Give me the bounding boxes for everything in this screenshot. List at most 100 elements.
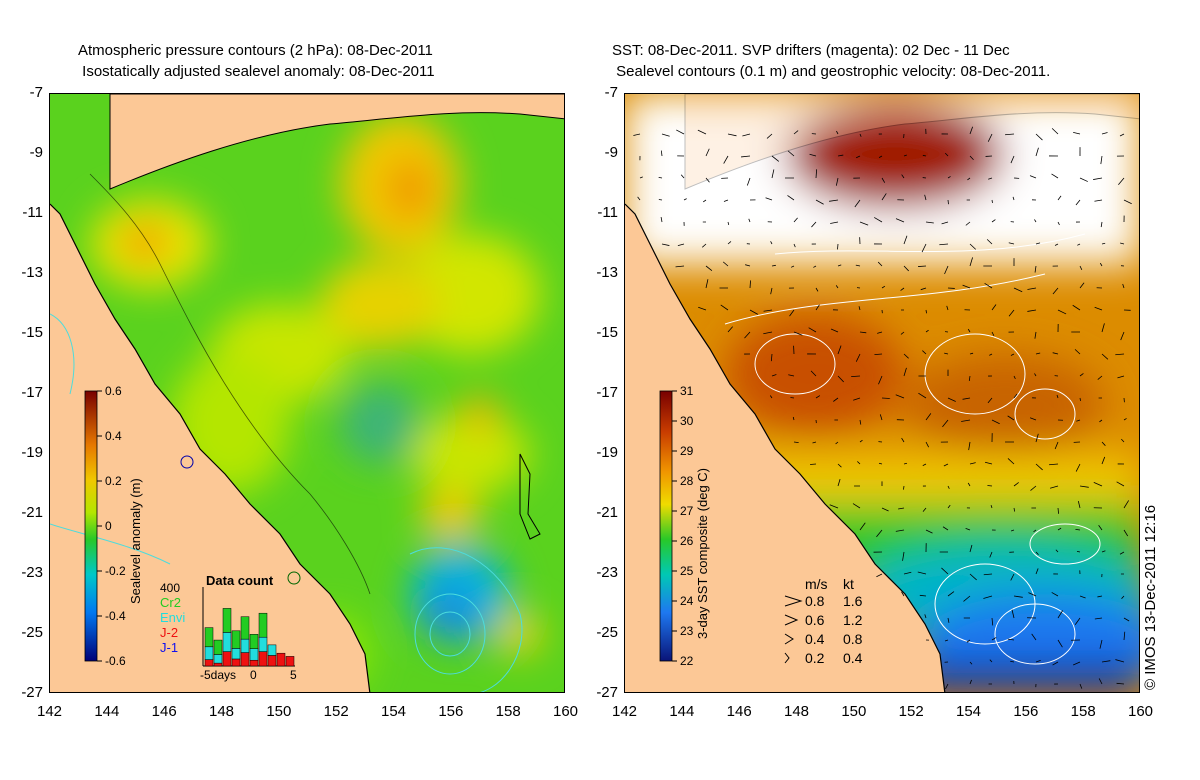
velocity-arrow — [1079, 683, 1083, 689]
velocity-arrow — [921, 243, 927, 253]
velocity-arrow — [989, 353, 993, 356]
sst-colorbar-tick: 27 — [680, 504, 694, 518]
velocity-arrow — [771, 374, 777, 377]
island-outline — [519, 453, 541, 540]
velocity-arrow — [969, 352, 974, 355]
velocity-legend-ms: 0.4 — [805, 631, 825, 647]
velocity-arrow — [1057, 221, 1060, 226]
velocity-arrow — [1029, 417, 1037, 421]
velocity-arrow — [1056, 394, 1059, 399]
velocity-arrow — [793, 217, 798, 223]
velocity-arrow — [919, 594, 927, 597]
velocity-arrow — [1033, 529, 1037, 533]
data-count-xtick: -5days — [200, 668, 236, 682]
data-count-bar — [213, 654, 223, 664]
left-lat-tick: -17 — [21, 384, 43, 401]
data-count-bar — [258, 612, 268, 638]
velocity-arrow — [903, 265, 909, 272]
right-lon-tick: 142 — [612, 703, 638, 720]
velocity-arrow — [1097, 375, 1103, 380]
velocity-arrow — [1029, 175, 1037, 179]
velocity-arrow — [1031, 633, 1037, 641]
pressure-contour — [50, 313, 75, 395]
velocity-arrow — [1074, 617, 1081, 625]
velocity-legend-kt: 0.4 — [843, 650, 863, 666]
velocity-arrow — [857, 461, 861, 465]
velocity-arrow — [788, 374, 795, 377]
velocity-arrow — [991, 419, 1000, 425]
velocity-arrow — [1013, 393, 1018, 399]
right-lon-tick: 160 — [1128, 703, 1154, 720]
sealevel-colorbar-tick: 0.2 — [105, 474, 122, 488]
velocity-legend-arrow — [784, 614, 799, 626]
velocity-arrow — [1027, 287, 1037, 290]
velocity-arrow — [701, 243, 707, 248]
sealevel-colorbar-tick: -0.2 — [105, 564, 126, 578]
velocity-arrow — [1013, 482, 1019, 487]
velocity-arrow — [989, 659, 993, 663]
velocity-arrow — [1035, 551, 1039, 555]
velocity-arrow — [856, 155, 861, 159]
velocity-arrow — [903, 367, 907, 377]
data-count-legend-item: Cr2 — [160, 595, 181, 610]
left-lon-tick: 148 — [209, 703, 235, 720]
velocity-arrow — [918, 392, 927, 399]
data-count-bar — [249, 634, 259, 649]
velocity-arrow — [1117, 375, 1125, 379]
velocity-arrow — [815, 199, 824, 205]
velocity-arrow — [1123, 631, 1126, 641]
velocity-arrow — [639, 176, 643, 179]
velocity-arrow — [1098, 524, 1103, 531]
velocity-arrow — [991, 617, 994, 626]
velocity-arrow — [1101, 660, 1111, 663]
right-lat-tick: -9 — [604, 144, 618, 161]
velocity-arrow — [925, 441, 930, 448]
data-count-bar — [222, 651, 232, 667]
velocity-arrow — [922, 507, 927, 512]
data-count-bar — [267, 655, 277, 667]
velocity-arrow — [1010, 660, 1015, 663]
velocity-header-ms: m/s — [805, 576, 828, 592]
velocity-arrow — [1072, 661, 1081, 666]
velocity-arrow — [835, 285, 839, 289]
velocity-header-kt: kt — [843, 576, 854, 592]
velocity-arrow — [1035, 433, 1039, 443]
velocity-arrow — [793, 243, 796, 248]
velocity-arrow — [965, 221, 971, 226]
velocity-arrow — [900, 331, 905, 335]
data-count-bar — [204, 659, 214, 667]
right-lon-tick: 154 — [956, 703, 982, 720]
velocity-arrow — [881, 507, 889, 512]
data-count-legend-item: J-2 — [160, 625, 178, 640]
velocity-arrow — [661, 133, 670, 137]
velocity-arrow — [903, 571, 912, 575]
velocity-arrow — [1079, 265, 1083, 270]
velocity-arrow — [722, 261, 729, 267]
velocity-arrow — [925, 221, 934, 224]
right-lat-tick: -13 — [596, 264, 618, 281]
velocity-arrow — [941, 221, 949, 225]
sealevel-anomaly-map[interactable]: 0.6 0.4 0.2 0 -0.2 -0.4 -0.6 Sealevel anomaly … — [49, 93, 565, 693]
velocity-arrow — [942, 526, 949, 531]
sst-map[interactable]: 31 30 29 28 27 26 25 24 23 22 3-day SST composite… — [624, 93, 1140, 693]
velocity-arrow — [903, 154, 907, 157]
velocity-legend-arrow — [784, 595, 803, 607]
right-lat-tick: -15 — [596, 324, 618, 341]
velocity-arrow — [895, 394, 905, 399]
velocity-arrow — [901, 591, 905, 597]
velocity-arrow — [881, 193, 887, 201]
velocity-arrow — [1035, 147, 1039, 157]
velocity-arrow — [969, 126, 973, 135]
reef-outline — [89, 173, 371, 595]
velocity-arrow — [925, 413, 932, 421]
velocity-arrow — [1101, 132, 1108, 135]
velocity-arrow — [1034, 331, 1037, 339]
velocity-arrow — [1052, 287, 1059, 295]
sst-colorbar: 31 30 29 28 27 26 25 24 23 22 3-day SST composite… — [659, 384, 710, 668]
velocity-arrow — [984, 282, 993, 289]
velocity-arrow — [812, 441, 817, 444]
velocity-arrow — [1034, 373, 1037, 377]
velocity-arrow — [1119, 551, 1125, 555]
velocity-arrow — [983, 573, 993, 576]
velocity-arrow — [1079, 397, 1081, 402]
